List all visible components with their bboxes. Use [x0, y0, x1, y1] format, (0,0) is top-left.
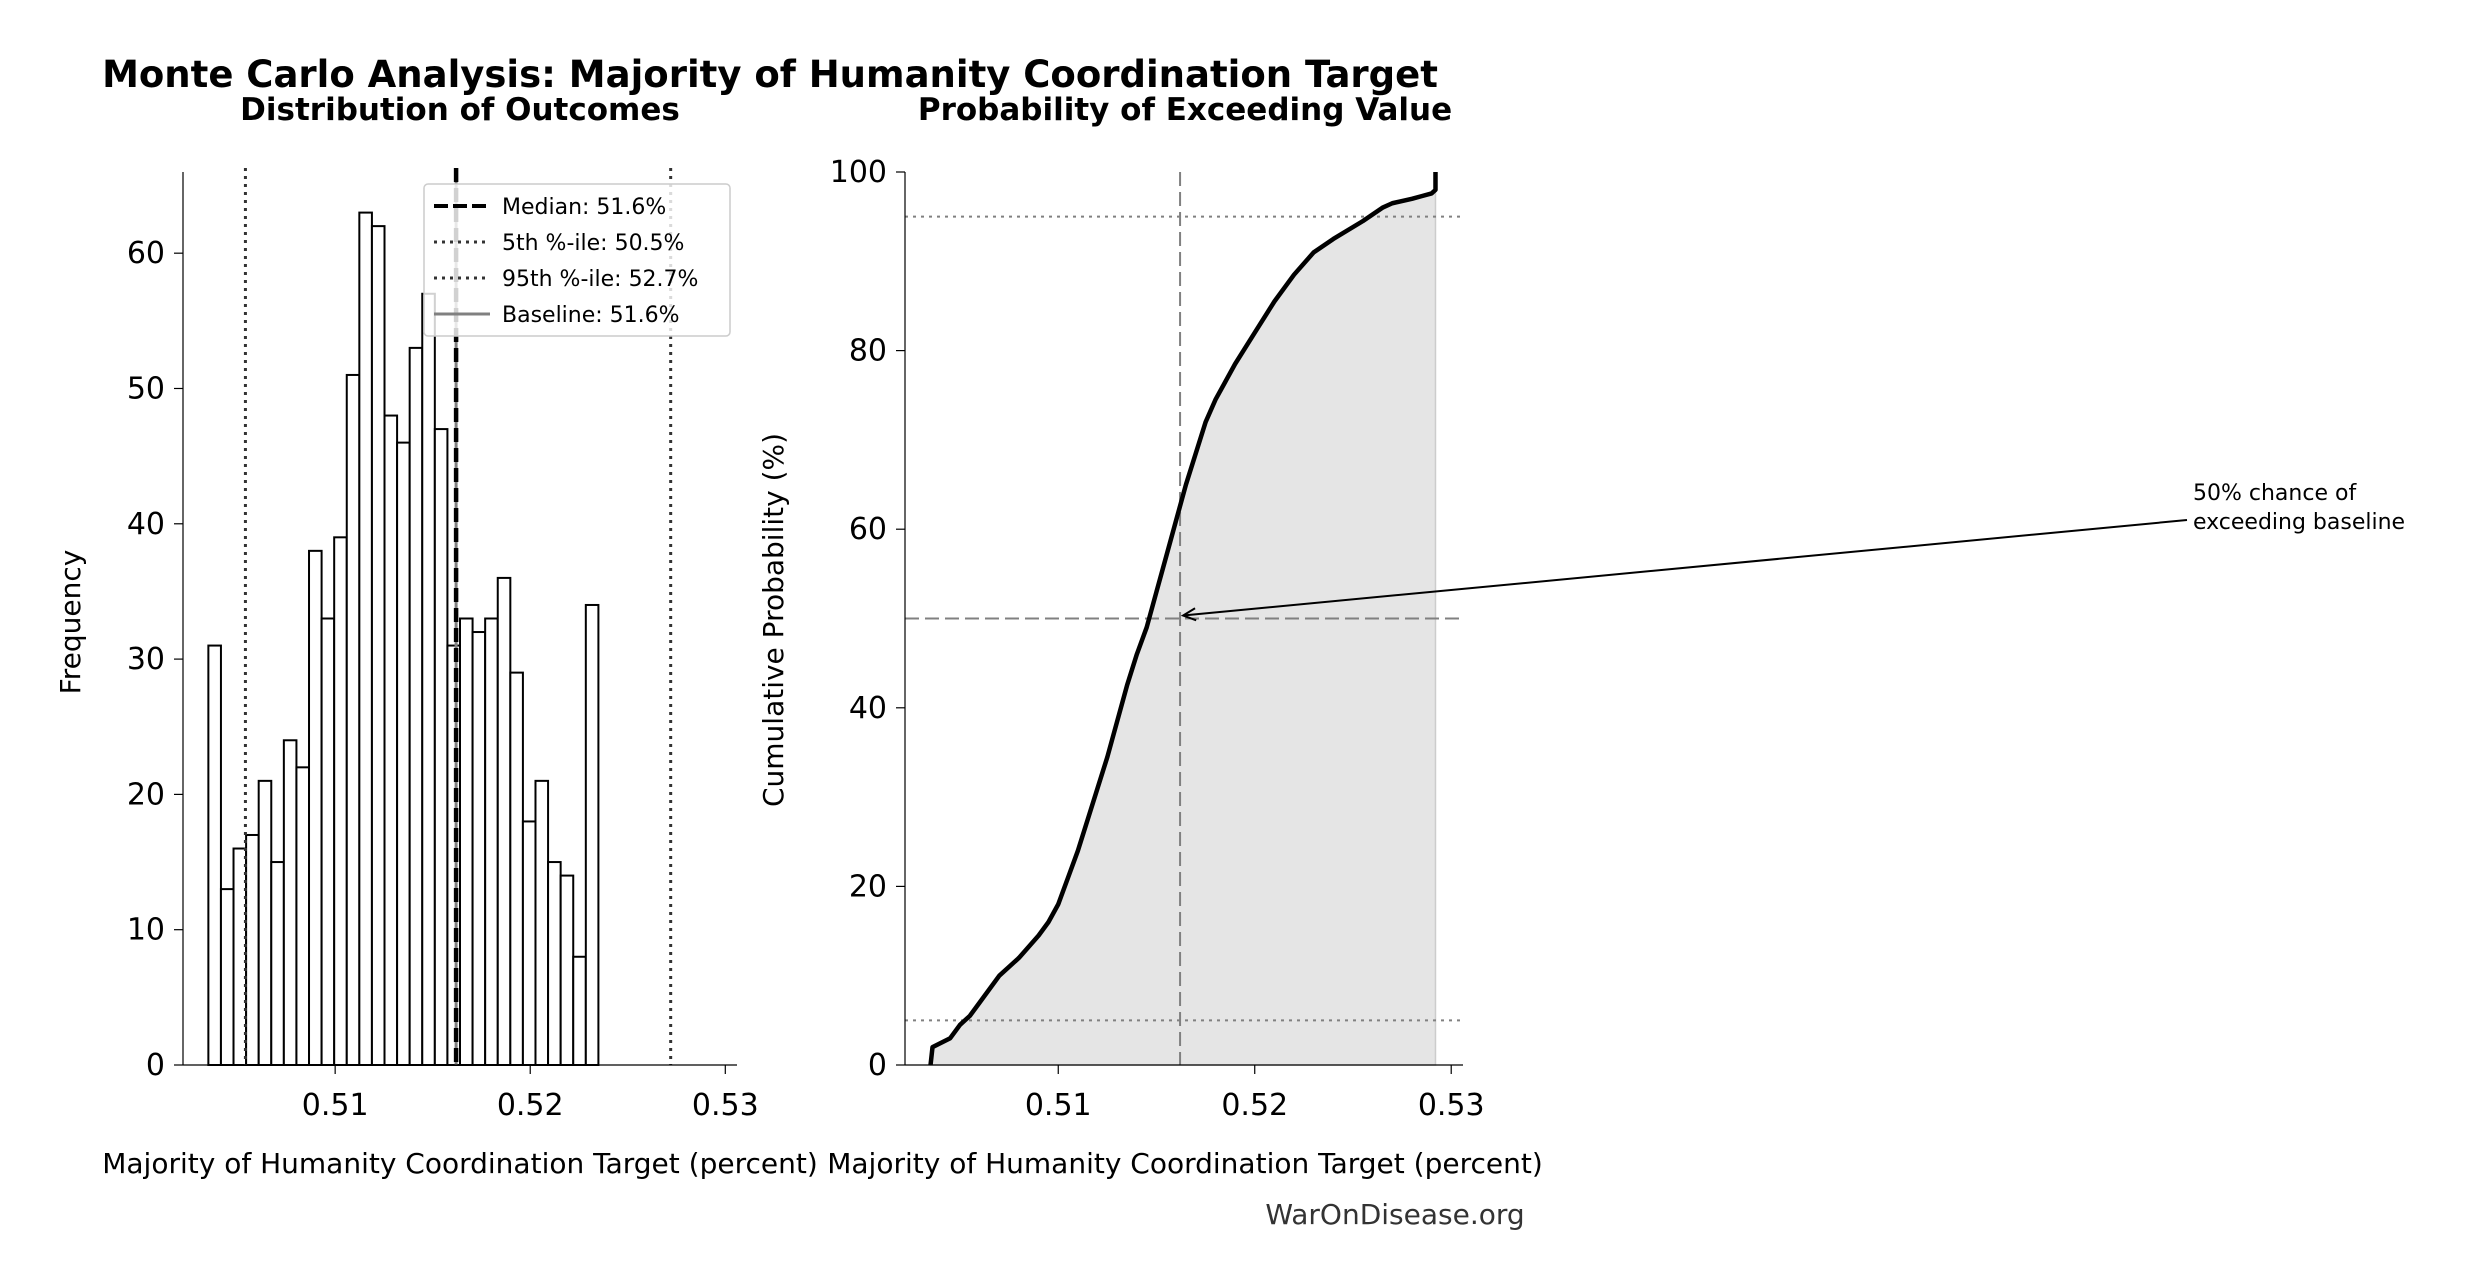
cdf-curve	[928, 172, 1438, 1066]
histogram-bar	[245, 833, 260, 1066]
annotation-arrowhead	[1180, 607, 1197, 622]
cdf-panel: Probability of Exceeding Value 0.51 0.52 0…	[757, 92, 2405, 1180]
y-tick-label: 80	[849, 334, 887, 369]
annotation-line-1: 50% chance of	[2193, 481, 2357, 506]
y-tick-label: 60	[127, 236, 165, 271]
histogram-bar	[333, 536, 348, 1066]
histogram-bar	[370, 225, 386, 1066]
histogram-bar	[496, 576, 512, 1066]
histogram-bar	[345, 373, 361, 1066]
histogram-bar	[459, 617, 474, 1066]
histogram-bar	[534, 779, 550, 1066]
x-tick-label: 0.51	[1025, 1088, 1092, 1123]
annotation-arrow	[1182, 519, 2188, 617]
histogram-bar	[320, 617, 336, 1066]
histogram-x-ticks: 0.51 0.52 0.53	[302, 1065, 759, 1123]
histogram-bar	[219, 888, 235, 1066]
histogram-legend: Median: 51.6% 5th %-ile: 50.5% 95th %-il…	[423, 183, 731, 337]
legend-baseline-label: Baseline: 51.6%	[502, 303, 680, 328]
histogram-bar	[358, 211, 373, 1066]
histogram-bar	[396, 441, 411, 1066]
histogram-bar	[433, 428, 449, 1066]
y-tick-label: 10	[127, 913, 165, 948]
histogram-bar	[547, 861, 562, 1066]
cdf-y-ticks: 0 20 40 60 80 100	[830, 155, 905, 1083]
cdf-x-label: Majority of Humanity Coordination Target…	[827, 1147, 1543, 1180]
histogram-bar	[308, 549, 323, 1066]
x-tick-label: 0.52	[497, 1088, 564, 1123]
cdf-line	[928, 172, 1438, 1066]
y-tick-label: 50	[127, 371, 165, 406]
legend-median-label: Median: 51.6%	[502, 195, 666, 220]
cdf-annotation: 50% chance of exceeding baseline	[1180, 481, 2405, 622]
histogram-bar	[572, 955, 587, 1067]
histogram-bar	[521, 820, 537, 1067]
y-tick-label: 0	[146, 1048, 165, 1083]
legend-p5-label: 5th %-ile: 50.5%	[502, 231, 684, 256]
x-tick-label: 0.53	[692, 1088, 759, 1123]
y-tick-label: 20	[849, 869, 887, 904]
figure-title: Monte Carlo Analysis: Majority of Humani…	[102, 53, 1438, 96]
y-tick-label: 60	[849, 512, 887, 547]
y-tick-label: 0	[868, 1048, 887, 1083]
y-tick-label: 30	[127, 642, 165, 677]
histogram-bar	[257, 779, 273, 1066]
legend-p95-label: 95th %-ile: 52.7%	[502, 267, 698, 292]
y-tick-label: 100	[830, 155, 887, 190]
x-tick-label: 0.53	[1418, 1088, 1485, 1123]
cdf-x-ticks: 0.51 0.52 0.53	[1025, 1065, 1485, 1123]
histogram-y-ticks: 0 10 20 30 40 50 60	[127, 236, 183, 1083]
histogram-bar	[408, 346, 424, 1066]
y-tick-label: 40	[849, 691, 887, 726]
histogram-bar	[383, 414, 399, 1066]
y-tick-label: 40	[127, 507, 165, 542]
y-tick-label: 20	[127, 777, 165, 812]
histogram-bar	[207, 644, 222, 1066]
histogram-bar	[559, 874, 575, 1067]
x-tick-label: 0.51	[302, 1088, 369, 1123]
histogram-bar	[295, 766, 311, 1067]
histogram-bars	[207, 211, 600, 1067]
histogram-bar	[270, 861, 285, 1066]
histogram-panel: Distribution of Outcomes 0.51 0.52 0.53 0 1…	[54, 92, 818, 1180]
cdf-title: Probability of Exceeding Value	[918, 92, 1452, 128]
annotation-line-2: exceeding baseline	[2193, 510, 2405, 535]
histogram-x-label: Majority of Humanity Coordination Target…	[102, 1147, 818, 1180]
x-tick-label: 0.52	[1221, 1088, 1288, 1123]
histogram-bar	[421, 292, 436, 1066]
histogram-bar	[471, 631, 487, 1067]
histogram-bar	[484, 617, 499, 1066]
cdf-y-label: Cumulative Probability (%)	[757, 433, 790, 807]
histogram-y-label: Frequency	[54, 550, 87, 695]
legend-frame	[423, 183, 731, 337]
histogram-title: Distribution of Outcomes	[240, 92, 680, 128]
histogram-bar	[509, 671, 524, 1066]
footer-credit: WarOnDisease.org	[1265, 1198, 1524, 1231]
histogram-bar	[282, 739, 298, 1067]
histogram-bar	[584, 603, 600, 1066]
